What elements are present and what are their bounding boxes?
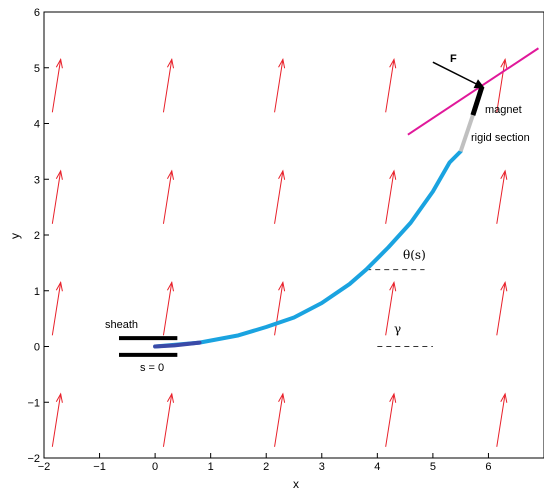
field-arrow-shaft: [274, 59, 284, 113]
y-tick-label: 4: [34, 119, 40, 131]
axis-ticks: −2 −1 0 1 2 3 4 5 6 −2 −1 0 1 2 3 4 5 6: [27, 7, 491, 473]
field-arrow-shaft: [162, 59, 173, 113]
magnet-label: magnet: [485, 104, 522, 116]
field-arrow-head: [166, 57, 175, 69]
y-tick-label: 0: [34, 342, 40, 354]
x-tick-label: 4: [374, 461, 380, 473]
field-arrow-head: [55, 392, 63, 403]
y-tick-label: 6: [34, 7, 40, 19]
x-tick-label: 6: [485, 461, 491, 473]
field-arrow-head: [166, 392, 175, 403]
x-tick-label: 2: [263, 461, 269, 473]
y-axis-label: y: [8, 233, 22, 239]
field-arrow-head: [500, 57, 508, 69]
field-arrow-head: [166, 169, 175, 180]
field-arrow-head: [500, 169, 508, 180]
axes-frame: [43, 11, 544, 459]
gamma-label: γ: [394, 322, 401, 336]
field-arrow-head: [389, 169, 397, 180]
field-arrow-shaft: [496, 393, 506, 447]
field-arrow-head: [278, 57, 286, 69]
y-tick-label: −1: [27, 397, 40, 409]
x-axis-label: x: [293, 477, 299, 491]
field-arrow-head: [55, 57, 63, 69]
field-arrows: [51, 57, 508, 447]
field-arrow-shaft: [162, 170, 173, 224]
field-arrow-shaft: [385, 393, 395, 447]
field-arrow-shaft: [496, 59, 506, 113]
field-arrow-head: [278, 392, 286, 403]
theta-label: θ(s): [403, 248, 426, 262]
field-arrow-shaft: [162, 393, 173, 447]
x-tick-label: 1: [208, 461, 214, 473]
field-arrow-shaft: [51, 59, 62, 113]
field-arrow-head: [389, 57, 397, 69]
x-tick-label: −1: [93, 461, 106, 473]
x-tick-label: −2: [38, 461, 51, 473]
field-arrow-shaft: [496, 170, 506, 224]
force-arrow: [432, 61, 485, 89]
field-arrow-head: [278, 169, 286, 180]
y-tick-label: 1: [34, 286, 40, 298]
field-arrow-shaft: [51, 282, 62, 336]
field-arrow-shaft: [51, 170, 62, 224]
y-tick-label: −2: [27, 453, 40, 465]
rigid-section: [458, 114, 475, 153]
field-arrow-shaft: [162, 282, 173, 336]
field-arrow-shaft: [385, 282, 395, 336]
x-tick-label: 3: [319, 461, 325, 473]
y-tick-label: 5: [34, 63, 40, 75]
force-direction-line: [407, 47, 539, 136]
y-tick-label: 2: [34, 230, 40, 242]
field-arrow-head: [389, 280, 397, 292]
field-arrow-shaft: [496, 282, 506, 336]
y-tick-label: 3: [34, 174, 40, 186]
force-label: F: [450, 53, 457, 65]
field-arrow-head: [55, 280, 63, 292]
s-zero-label: s = 0: [140, 362, 164, 374]
field-arrow-head: [389, 392, 397, 403]
magnet: [470, 86, 485, 116]
field-arrow-shaft: [51, 393, 62, 447]
x-tick-label: 5: [430, 461, 436, 473]
field-arrow-shaft: [385, 59, 395, 113]
rigid-section-label: rigid section: [471, 132, 530, 144]
field-arrow-head: [500, 392, 508, 403]
catheter-curve: [153, 149, 463, 349]
field-arrow-head: [55, 169, 63, 180]
field-arrow-shaft: [274, 393, 284, 447]
field-arrow-shaft: [274, 282, 284, 336]
sheath-label: sheath: [105, 319, 138, 331]
catheter-base-segment: [153, 340, 202, 349]
field-arrow-head: [278, 280, 286, 292]
field-arrow-shaft: [274, 170, 284, 224]
field-arrow-shaft: [385, 170, 395, 224]
field-arrow-head: [166, 280, 175, 292]
x-tick-label: 0: [152, 461, 158, 473]
field-arrow-head: [500, 280, 508, 292]
plot-content: [119, 47, 539, 357]
